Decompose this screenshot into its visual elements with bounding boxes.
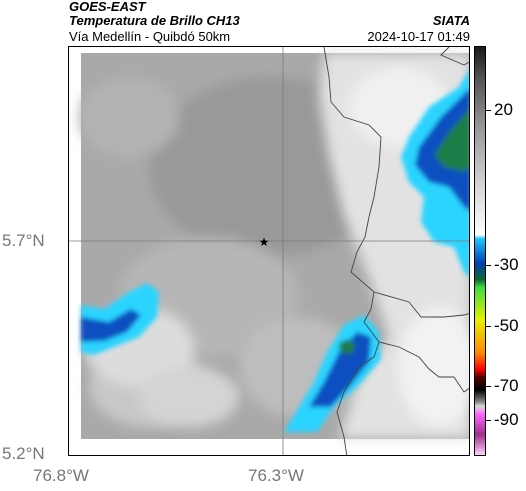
colorbar-label-20: 20 [494, 100, 513, 119]
satellite-title: GOES-EAST [69, 0, 146, 14]
lat-label-5.2: 5.2°N [2, 444, 45, 463]
colorbar-tick [486, 265, 491, 266]
cold-cloud-west [81, 283, 159, 355]
product-title: Temperatura de Brillo CH13 [69, 13, 240, 28]
colorbar-tick [486, 110, 491, 111]
colorbar-label--30: -30 [494, 255, 519, 274]
colorbar-label--70: -70 [494, 376, 519, 395]
reference-star: ★ [259, 235, 270, 249]
lon-label-76.8: 76.8°W [33, 466, 89, 485]
colorbar-tick [486, 326, 491, 327]
colorbar-tick [486, 386, 491, 387]
lat-label-5.7: 5.7°N [2, 231, 45, 250]
datetime-label: 2024-10-17 01:49 [367, 29, 470, 44]
boundaries [323, 47, 469, 455]
region-label: Vía Medellín - Quibdó 50km [69, 29, 231, 44]
colorbar-label--50: -50 [494, 316, 519, 335]
cold-cloud-northeast [401, 70, 469, 276]
lon-label-76.3: 76.3°W [248, 466, 304, 485]
colorbar [474, 46, 486, 456]
brightness-temperature-map: ★ [69, 47, 469, 455]
colorbar-label--90: -90 [494, 410, 519, 429]
colorbar-tick [486, 420, 491, 421]
map-frame: ★ [68, 46, 470, 456]
cold-cloud-south [284, 315, 381, 432]
org-label: SIATA [432, 13, 470, 28]
